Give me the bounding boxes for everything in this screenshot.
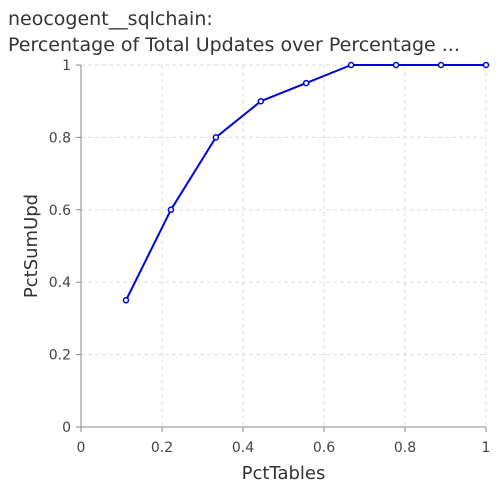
- data-point: [212, 134, 220, 141]
- data-point: [257, 97, 265, 105]
- y-axis-label: PctSumUpd: [21, 194, 42, 298]
- y-tick-label: 0.4: [49, 275, 71, 291]
- data-series: [122, 61, 490, 304]
- data-point: [482, 61, 490, 69]
- x-tick-label: 0.2: [151, 440, 173, 456]
- series-line: [125, 64, 486, 301]
- y-tick-label: 0.6: [49, 203, 71, 219]
- x-tick-label: 0.8: [394, 440, 416, 456]
- chart-title: neocogent__sqlchain: Percentage of Total…: [8, 6, 494, 58]
- x-tick-label: 0.6: [313, 440, 335, 456]
- y-tick-label: 0: [62, 420, 71, 436]
- x-tick-label: 1: [482, 440, 491, 456]
- data-point: [347, 61, 355, 69]
- x-tick-label: 0.4: [232, 440, 254, 456]
- axes: [76, 64, 487, 432]
- data-point: [437, 61, 445, 69]
- y-tick-label: 0.8: [49, 130, 71, 146]
- y-tick-label: 0.2: [49, 348, 71, 364]
- tick-labels: 0 0.2 0.4 0.6 0.8 1 0 0.2 0.4 0.6 0.8 1: [49, 58, 491, 456]
- data-point: [392, 61, 400, 69]
- y-tick-label: 1: [62, 58, 71, 74]
- chart-title-line-2: Percentage of Total Updates over Percent…: [8, 34, 460, 56]
- x-axis-label: PctTables: [242, 463, 326, 484]
- x-tick-label: 0: [77, 440, 86, 456]
- grid-lines: [81, 64, 487, 427]
- data-point: [122, 297, 130, 304]
- data-point: [302, 79, 310, 87]
- data-point: [167, 206, 175, 214]
- chart-title-line-1: neocogent__sqlchain:: [8, 8, 213, 30]
